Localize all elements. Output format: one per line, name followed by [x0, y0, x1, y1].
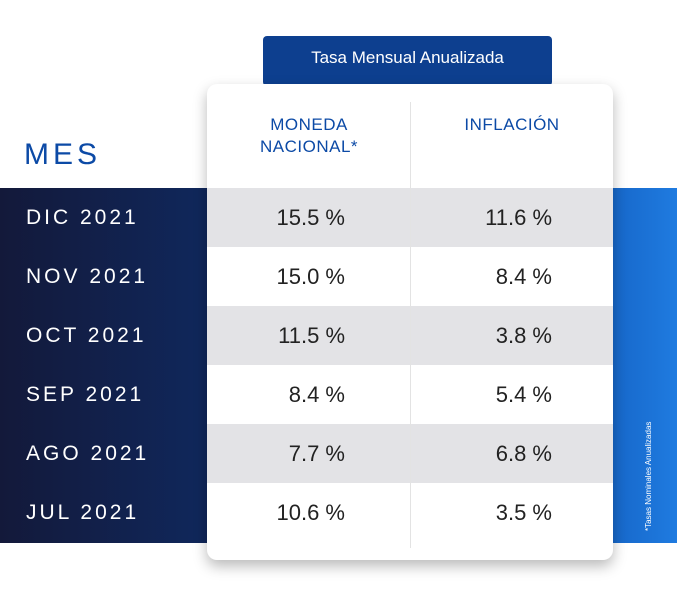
inflacion-value: 11.6 %	[485, 205, 552, 230]
month-column-header: MES	[24, 138, 102, 171]
row-month-4: SEP 2021	[26, 383, 145, 406]
row-month-3: OCT 2021	[26, 324, 147, 347]
inflacion-value: 5.4 %	[495, 382, 552, 407]
row-month-6: JUL 2021	[26, 501, 140, 524]
row-month-1: DIC 2021	[26, 206, 139, 229]
moneda-column-header: MONEDA NACIONAL*	[259, 115, 359, 156]
inflacion-value: 3.5 %	[495, 500, 552, 525]
footnote: *Tasas Nominales Anualizadas	[642, 386, 656, 531]
inflacion-value: 6.8 %	[495, 441, 552, 466]
inflacion-value: 8.4 %	[495, 264, 552, 289]
rates-card: MONEDA NACIONAL* INFLACIÓN 15.5 % 11.6 % …	[207, 84, 613, 560]
table-row: 15.0 % 8.4 %	[207, 247, 613, 306]
footnote-text: *Tasas Nominales Anualizadas	[644, 421, 653, 531]
moneda-value: 15.5 %	[276, 205, 346, 230]
moneda-value: 8.4 %	[288, 382, 345, 407]
inflacion-column-header: INFLACIÓN	[464, 115, 560, 134]
table-row: 8.4 % 5.4 %	[207, 365, 613, 424]
moneda-value: 11.5 %	[278, 323, 345, 348]
table-row: 10.6 % 3.5 %	[207, 483, 613, 542]
table-title: Tasa Mensual Anualizada	[263, 36, 552, 86]
moneda-value: 7.7 %	[288, 441, 345, 466]
row-month-2: NOV 2021	[26, 265, 149, 288]
moneda-value: 15.0 %	[276, 264, 346, 289]
moneda-value: 10.6 %	[276, 500, 346, 525]
column-divider	[410, 102, 411, 548]
row-month-5: AGO 2021	[26, 442, 150, 465]
inflacion-value: 3.8 %	[495, 323, 552, 348]
